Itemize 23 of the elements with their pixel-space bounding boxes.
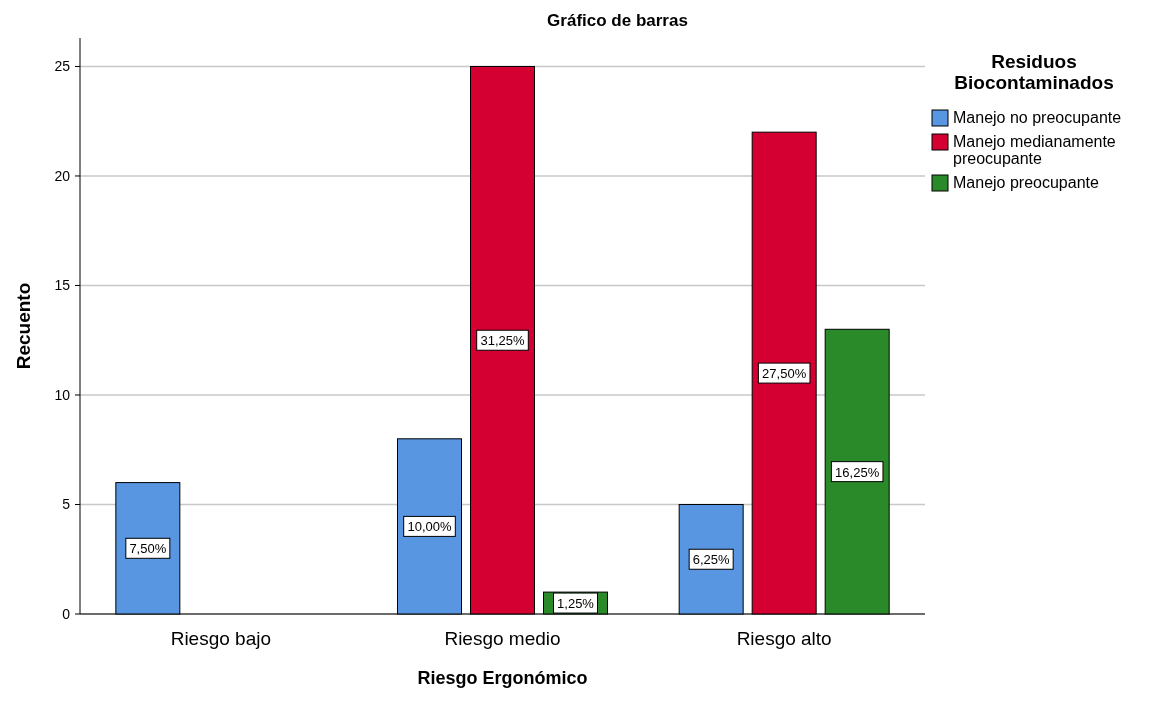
annotation: 6,25% (692, 552, 731, 568)
y-tick-label: 0 (62, 606, 71, 622)
annotation: 31,25% (480, 333, 525, 349)
chart-title: Gráfico de barras (547, 11, 688, 30)
legend-title: Residuos Biocontaminados (954, 51, 1114, 93)
x-tick-label: Riesgo bajo (170, 628, 272, 649)
x-tick-label: Riesgo alto (736, 628, 832, 649)
annotation: 1,25% (557, 596, 595, 612)
annotation: 27,50% (762, 366, 807, 382)
legend-label: Manejo preocupante (953, 174, 1099, 191)
x-tick-label: Riesgo medio (444, 628, 561, 649)
annotation: 7,50% (129, 541, 167, 557)
annotation: 10,00% (407, 519, 452, 535)
y-tick-label: 5 (62, 496, 71, 513)
y-tick-label: 20 (54, 167, 71, 184)
y-tick-label: 25 (54, 58, 71, 75)
legend-label: Manejo no preocupante (953, 109, 1122, 126)
y-axis-title: Recuento (13, 282, 34, 370)
x-axis-title: Riesgo Ergonómico (417, 668, 588, 688)
y-tick-label: 15 (54, 277, 71, 294)
legend-label: Manejo medianamente preocupante (953, 133, 1116, 167)
annotation: 16,25% (835, 464, 880, 480)
y-tick-label: 10 (54, 386, 71, 403)
